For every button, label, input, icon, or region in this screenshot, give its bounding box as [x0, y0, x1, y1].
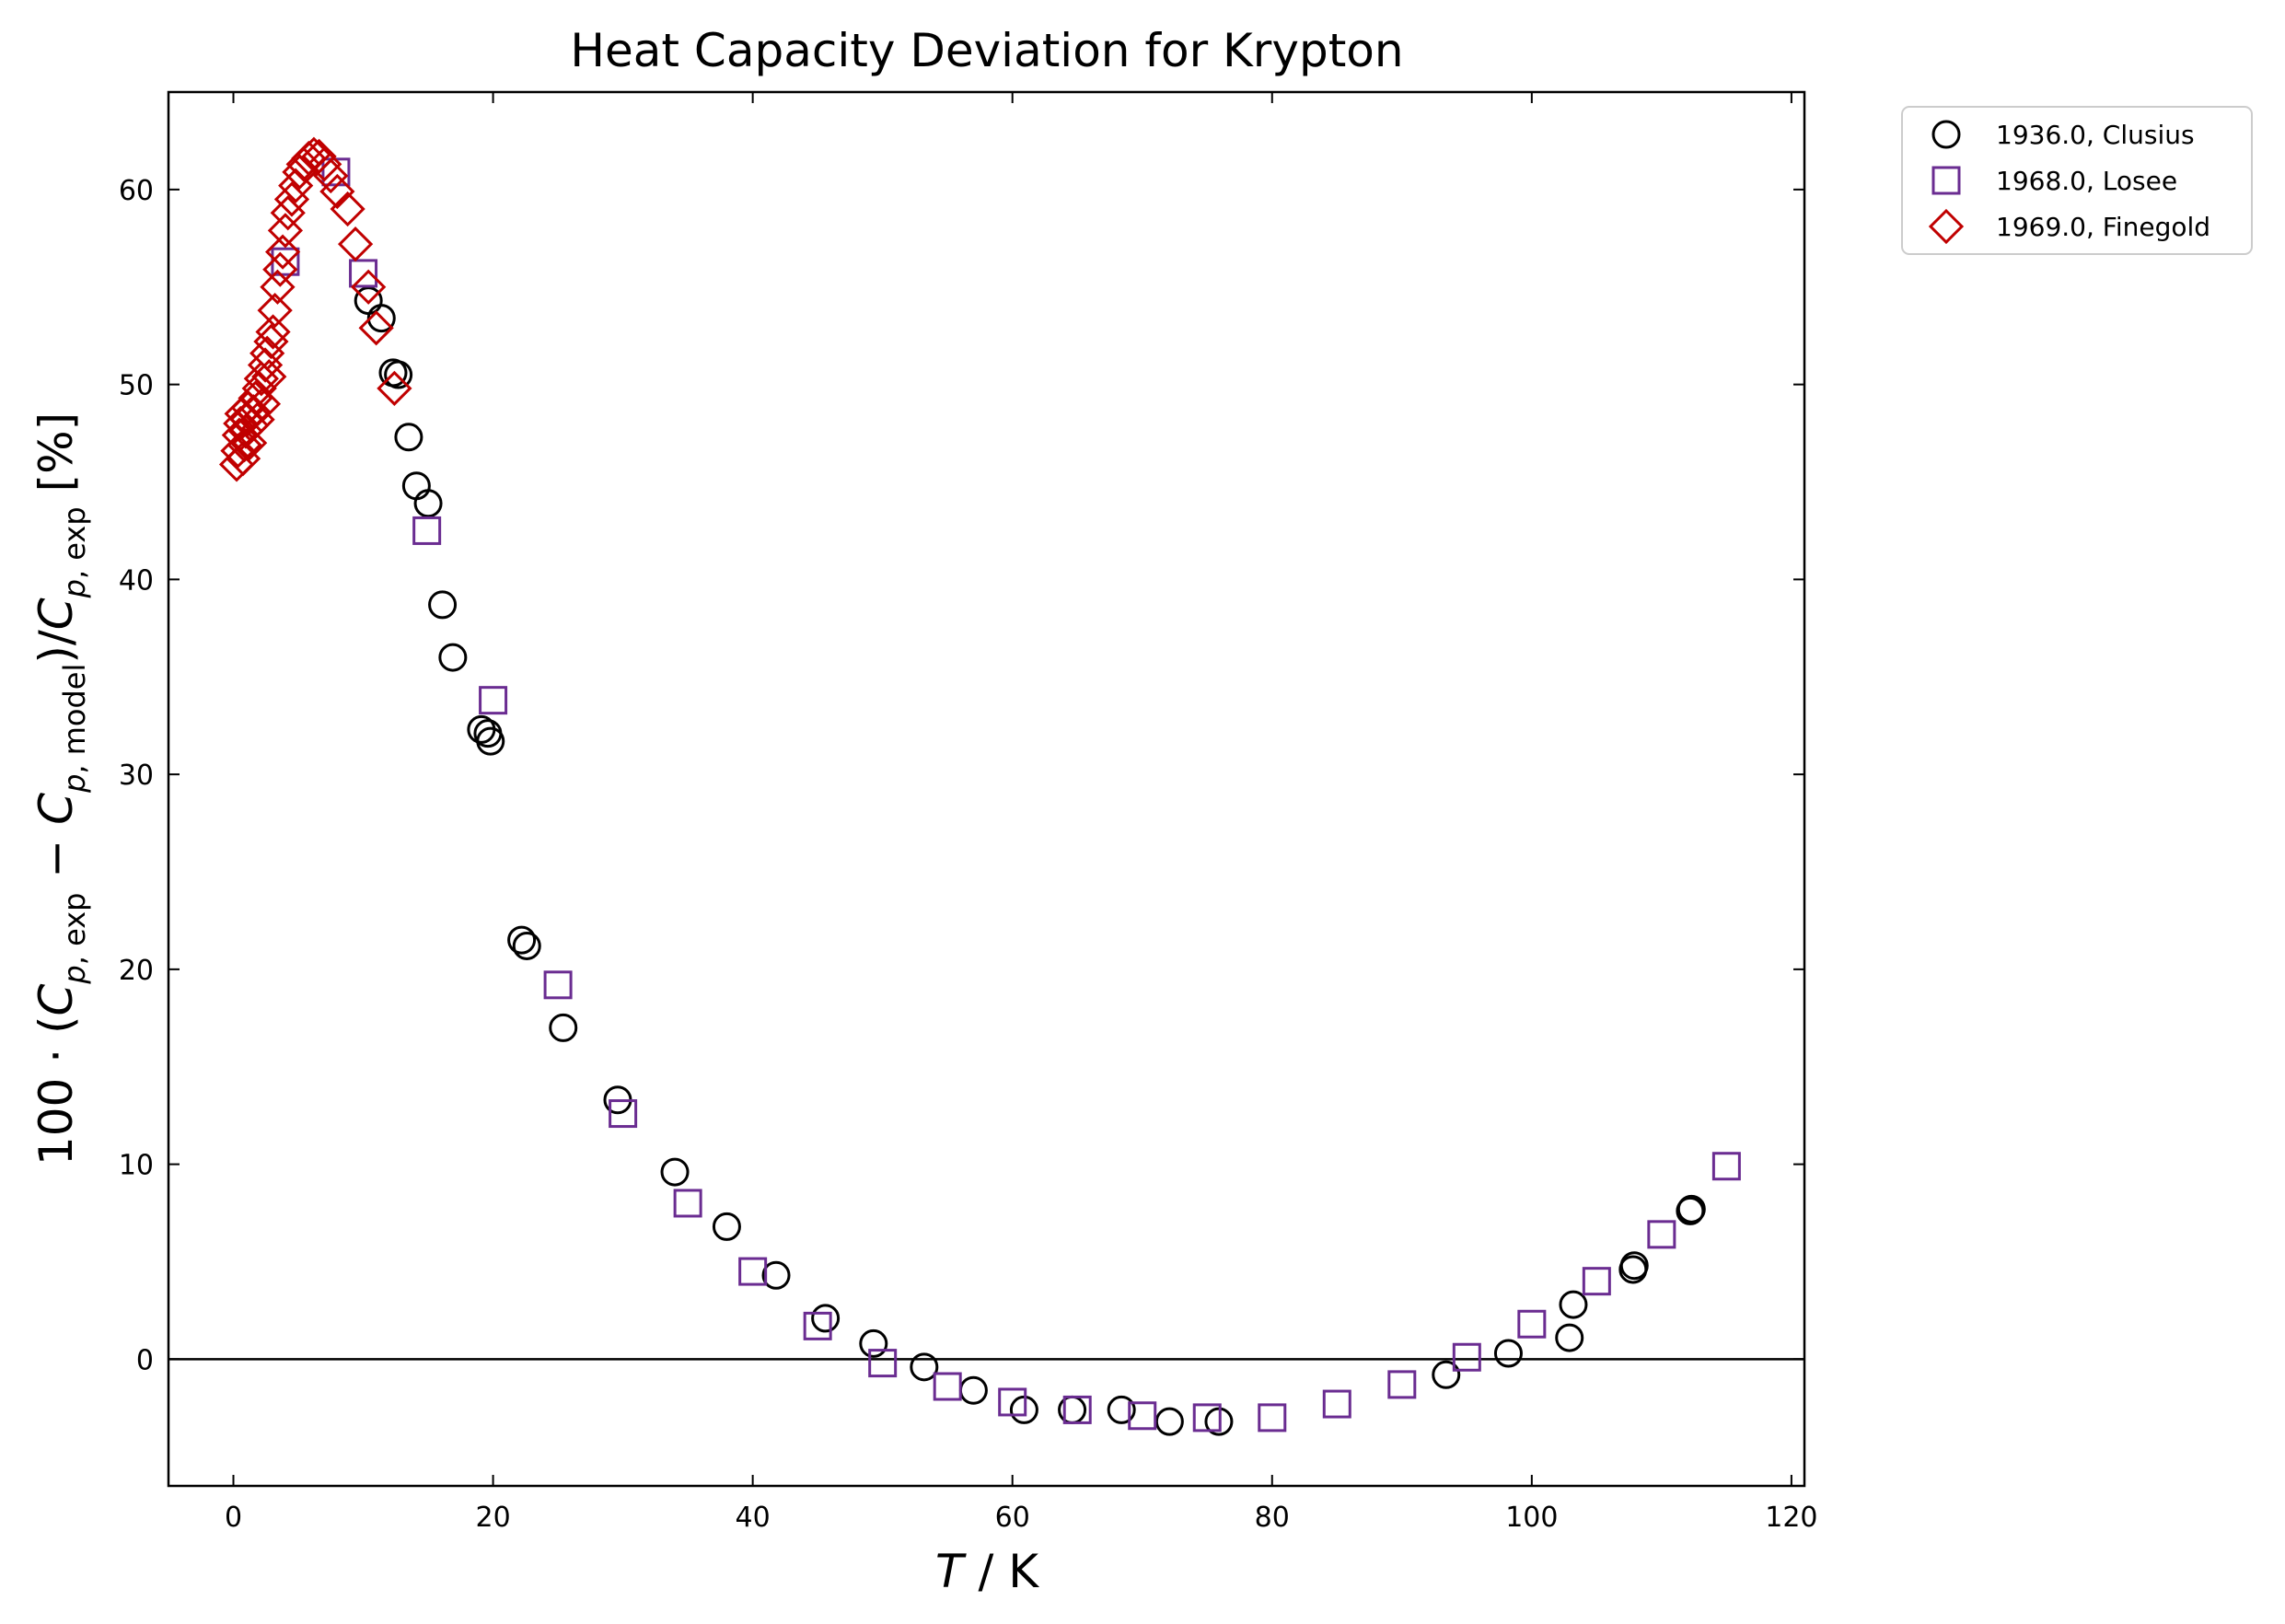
series-layer — [218, 136, 1741, 1436]
data-point-square — [673, 1189, 702, 1218]
data-point-diamond — [319, 173, 355, 210]
data-point-square — [868, 1349, 898, 1378]
y-tick-label: 30 — [119, 760, 154, 792]
legend: 1936.0, Clusius 1968.0, Losee 1969.0, Fine… — [1901, 106, 2253, 255]
legend-marker-square — [1931, 166, 1961, 195]
legend-label: 1968.0, Losee — [1996, 166, 2177, 196]
data-point-square — [412, 516, 442, 545]
x-tick-label: 0 — [225, 1502, 242, 1534]
data-point-circle — [1555, 1323, 1584, 1352]
data-point-square — [933, 1372, 962, 1401]
data-point-diamond — [251, 359, 287, 395]
legend-box — [1901, 106, 2253, 255]
legend-label: 1936.0, Clusius — [1996, 120, 2195, 150]
x-tick-label: 80 — [1255, 1502, 1290, 1534]
x-axis-label: T / K — [935, 1545, 1039, 1598]
data-point-circle — [1107, 1395, 1136, 1424]
data-point-square — [1258, 1403, 1287, 1433]
data-point-square — [479, 686, 508, 715]
data-point-circle — [910, 1352, 939, 1382]
plot-area: 0 20 40 60 80 100 120 0 10 20 30 40 50 60 — [119, 90, 1818, 1534]
data-point-circle — [859, 1328, 888, 1358]
data-point-square — [609, 1099, 638, 1129]
data-point-circle — [1676, 1194, 1706, 1224]
data-point-circle — [476, 726, 505, 756]
data-point-circle — [1493, 1339, 1523, 1368]
data-point-circle — [413, 489, 443, 518]
legend-items: 1936.0, Clusius 1968.0, Losee 1969.0, Fine… — [1928, 120, 2210, 245]
data-point-square — [349, 259, 378, 288]
data-point-circle — [1559, 1290, 1588, 1319]
data-point-square — [1062, 1395, 1092, 1424]
data-point-diamond — [313, 157, 349, 194]
x-axis-ticks: 0 20 40 60 80 100 120 — [225, 92, 1818, 1534]
x-tick-label: 40 — [736, 1502, 771, 1534]
y-tick-label: 50 — [119, 370, 154, 402]
data-point-circle — [1619, 1251, 1649, 1281]
data-point-circle — [394, 423, 423, 452]
data-point-circle — [712, 1212, 741, 1241]
data-point-diamond — [307, 146, 342, 182]
y-axis-ticks: 0 10 20 30 40 50 60 — [119, 175, 1804, 1376]
data-point-square — [1452, 1342, 1481, 1372]
chart-title: Heat Capacity Deviation for Krypton — [570, 24, 1403, 77]
y-tick-label: 20 — [119, 955, 154, 987]
y-tick-label: 0 — [136, 1344, 154, 1376]
y-tick-label: 40 — [119, 564, 154, 597]
data-point-square — [803, 1311, 832, 1340]
data-point-square — [1582, 1267, 1611, 1296]
data-point-square — [998, 1387, 1027, 1417]
series-diamond — [218, 136, 412, 482]
data-point-square — [1128, 1401, 1157, 1431]
data-point-circle — [660, 1157, 690, 1187]
legend-marker-diamond — [1928, 208, 1965, 245]
legend-label: 1969.0, Finegold — [1996, 212, 2210, 242]
data-point-circle — [507, 925, 537, 955]
data-point-square — [1322, 1389, 1351, 1419]
data-point-square — [1387, 1370, 1417, 1399]
data-point-diamond — [377, 370, 412, 406]
data-point-diamond — [351, 269, 387, 305]
data-point-diamond — [257, 293, 293, 329]
data-point-circle — [512, 931, 541, 960]
data-point-circle — [549, 1013, 578, 1042]
data-point-circle — [428, 590, 458, 620]
data-point-diamond — [232, 425, 268, 461]
data-point-diamond — [255, 314, 291, 350]
data-point-diamond — [267, 213, 304, 249]
series-circle — [354, 286, 1706, 1436]
data-point-diamond — [262, 251, 298, 287]
data-point-circle — [761, 1260, 791, 1290]
data-point-diamond — [249, 335, 285, 371]
x-tick-label: 20 — [475, 1502, 510, 1534]
data-point-circle — [811, 1304, 841, 1333]
data-point-diamond — [245, 386, 282, 422]
data-point-diamond — [330, 191, 365, 227]
data-point-circle — [384, 360, 413, 389]
data-point-circle — [438, 643, 468, 672]
data-point-circle — [1432, 1360, 1461, 1389]
y-tick-label: 60 — [119, 175, 154, 207]
data-point-square — [1647, 1220, 1676, 1249]
data-point-square — [1517, 1309, 1547, 1339]
data-point-diamond — [260, 269, 296, 305]
data-point-circle — [1154, 1407, 1184, 1436]
data-point-diamond — [358, 310, 394, 346]
y-tick-label: 10 — [119, 1150, 154, 1182]
data-point-square — [543, 970, 573, 1000]
data-point-diamond — [264, 234, 301, 270]
legend-marker-circle — [1931, 120, 1961, 149]
data-point-square — [738, 1257, 768, 1286]
data-point-square — [1192, 1403, 1222, 1433]
x-tick-label: 60 — [995, 1502, 1030, 1534]
data-point-square — [1711, 1152, 1741, 1181]
plot-frame — [167, 90, 1806, 1488]
data-point-diamond — [337, 226, 374, 262]
x-tick-label: 120 — [1765, 1502, 1817, 1534]
x-tick-label: 100 — [1505, 1502, 1558, 1534]
